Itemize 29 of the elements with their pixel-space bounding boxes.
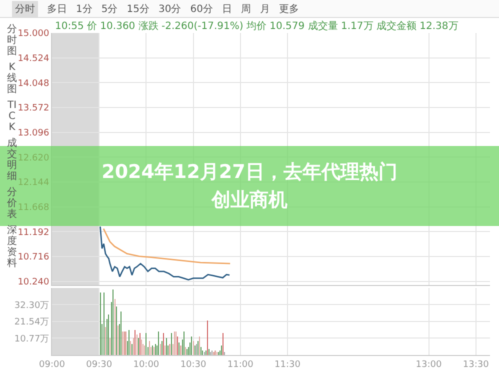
- y-tick-label: 10.77万: [14, 334, 50, 344]
- line-series: [100, 226, 230, 280]
- x-tick-label: 10:30: [180, 360, 207, 370]
- x-tick-label: 13:30: [462, 360, 490, 370]
- x-tick-label: 11:00: [227, 360, 254, 370]
- y-tick-label: 14.048: [18, 78, 50, 89]
- y-tick-label: 15.000: [18, 29, 50, 40]
- x-tick-label: 13:00: [416, 360, 442, 370]
- text: 10:55 价 10.360 涨跌 -2.260(-17.91%) 均价 10.579 成交量 1.17万 成交金额 12.38万: [55, 20, 458, 33]
- text: 分时图: [6, 24, 18, 57]
- y-tick-label: 32.30万: [14, 300, 50, 311]
- y-tick-label: 11.192: [18, 228, 50, 238]
- y-tick-label: 21.54万: [14, 318, 50, 328]
- x-tick-label: 10:00: [133, 360, 160, 370]
- text: TICK: [6, 100, 18, 133]
- x-tick-label: 09:30: [86, 360, 112, 370]
- text: 2024年12月27日，去年代理热门创业商机: [100, 160, 398, 213]
- y-tick-label: 14.524: [18, 54, 50, 64]
- text: 深度资料: [6, 225, 18, 269]
- text: 分价表: [6, 187, 18, 220]
- x-tick-label: 11:30: [274, 360, 301, 370]
- y-tick-label: 13.572: [18, 104, 50, 114]
- y-tick-label: 10.716: [18, 252, 50, 263]
- text: 分时 多日 1分 5分 15分 30分 60分 日 周 月 更多: [15, 4, 299, 14]
- y-tick-label: 10.240: [18, 278, 50, 288]
- y-tick-label: 13.096: [18, 128, 50, 138]
- x-tick-label: 09:00: [39, 360, 66, 370]
- text: K线图: [6, 62, 18, 95]
- line-series: [102, 228, 231, 264]
